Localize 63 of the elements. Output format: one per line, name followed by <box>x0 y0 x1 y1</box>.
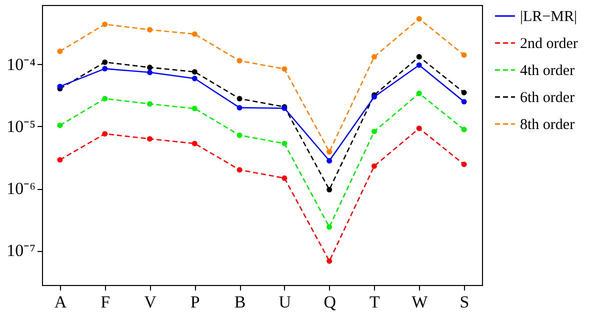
point <box>192 140 198 146</box>
point <box>416 90 422 96</box>
point <box>326 224 332 230</box>
point <box>57 157 63 163</box>
y-tick-label: 10⁻⁴ <box>6 54 36 74</box>
point <box>102 59 108 65</box>
x-tick-label: A <box>54 292 68 312</box>
point <box>236 104 242 110</box>
y-tick-label: 10⁻⁶ <box>6 179 36 198</box>
legend-label: 8th order <box>520 117 575 133</box>
x-tick-label: Q <box>324 292 336 312</box>
point <box>326 149 332 155</box>
legend-label: 4th order <box>520 63 575 79</box>
point <box>147 70 152 76</box>
point <box>57 48 63 54</box>
point <box>461 90 467 96</box>
point <box>282 66 288 72</box>
x-tick-label: U <box>278 292 292 312</box>
point <box>326 158 332 164</box>
point <box>236 167 242 173</box>
y-tick-label: 10⁻⁷ <box>6 241 36 260</box>
point <box>102 131 108 137</box>
x-tick-label: W <box>412 292 429 312</box>
point <box>147 136 152 142</box>
x-tick-label: V <box>144 292 158 312</box>
point <box>416 54 422 60</box>
x-tick-label: F <box>100 292 110 312</box>
x-tick-label: P <box>190 292 200 312</box>
y-tick-label: 10⁻⁵ <box>6 116 36 136</box>
point <box>461 162 467 168</box>
point <box>192 69 198 75</box>
legend-label: |LR−MR| <box>520 9 577 25</box>
point <box>147 26 152 32</box>
point <box>236 58 242 64</box>
point <box>461 52 467 58</box>
point <box>416 16 422 22</box>
x-tick-label: S <box>460 292 470 312</box>
point <box>372 128 377 134</box>
point <box>282 175 288 181</box>
point <box>192 106 198 112</box>
point <box>326 258 332 264</box>
point <box>147 101 152 107</box>
point <box>102 96 108 102</box>
point <box>236 132 242 138</box>
x-tick-label: B <box>234 292 246 312</box>
point <box>236 96 242 102</box>
x-tick-label: T <box>370 292 381 312</box>
legend-label: 6th order <box>520 90 575 106</box>
legend-label: 2nd order <box>520 36 578 52</box>
point <box>192 31 198 37</box>
point <box>416 126 422 132</box>
point <box>461 98 467 104</box>
point <box>57 122 63 128</box>
point <box>282 140 288 146</box>
point <box>372 163 377 169</box>
point <box>372 54 377 60</box>
point <box>102 66 108 72</box>
point <box>326 186 332 192</box>
point <box>147 64 152 70</box>
point <box>416 62 422 68</box>
point <box>102 22 108 28</box>
point <box>192 76 198 82</box>
point <box>461 126 467 132</box>
